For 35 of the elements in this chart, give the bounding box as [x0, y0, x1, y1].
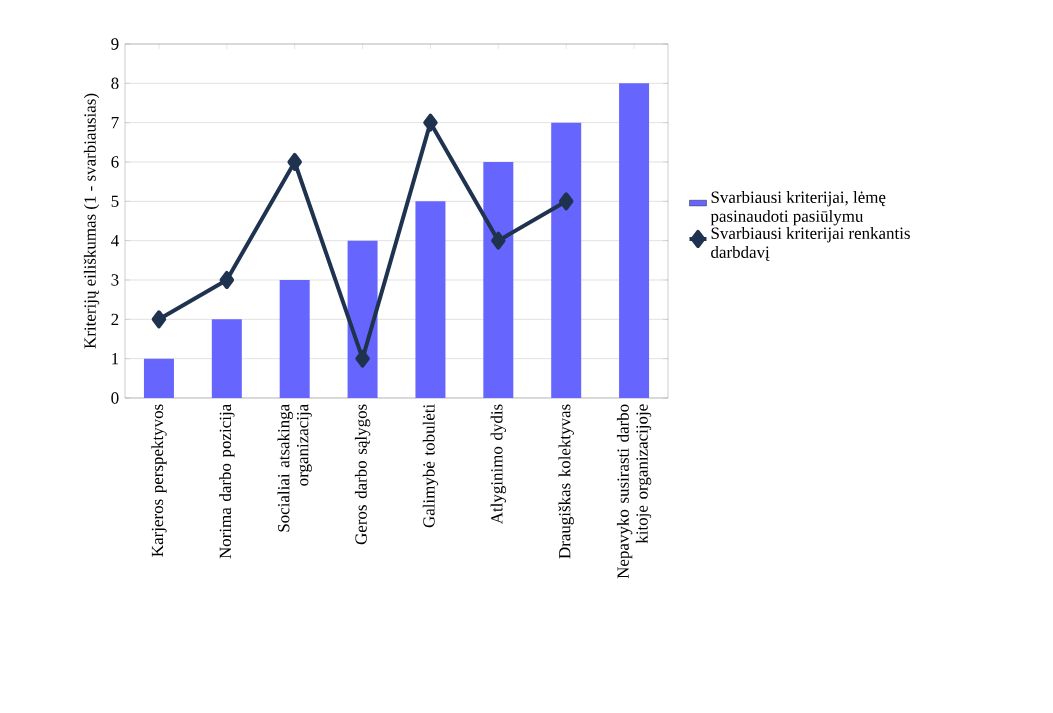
x-tick-label: Karjeros perspektyvos: [151, 404, 167, 557]
y-tick-label: 8: [111, 77, 119, 90]
bar: [143, 358, 174, 398]
legend-label: Svarbiausi kriterijai, lėmę pasinaudoti pasiūlymu: [710, 191, 886, 226]
y-tick-label: 4: [111, 235, 119, 247]
point: [558, 192, 574, 211]
y-tick-label: 6: [111, 156, 119, 168]
y-tick-label: 5: [111, 195, 119, 207]
bar: [551, 122, 582, 398]
y-axis-title: Kriterijų eiliškumas (1 - svarbiausias): [83, 93, 100, 349]
bar: [415, 201, 446, 398]
y-tick-label: 1: [112, 353, 119, 365]
bar: [619, 83, 650, 398]
point: [151, 310, 167, 329]
y-tick-label: 7: [111, 117, 119, 129]
point: [423, 113, 438, 132]
bar: [279, 279, 310, 398]
point: [491, 231, 506, 250]
x-tick-label: Geros darbo sąlygos: [354, 404, 371, 545]
bar: [483, 161, 514, 398]
x-tick-label: Atlyginimo dydis: [490, 404, 507, 525]
point: [287, 152, 302, 171]
y-tick-label: 0: [111, 392, 119, 404]
x-tick-label: Galimybė tobulėti: [422, 404, 439, 528]
x-tick-label: Nepavyko susirasti darbo kitoje organizacijoje: [616, 404, 652, 579]
y-tick-label: 3: [111, 274, 119, 286]
legend-label: Svarbiausi kriterijai renkantis darbdavį: [711, 227, 910, 262]
point: [355, 349, 370, 368]
x-tick-label: Norima darbo pozicija: [219, 404, 235, 559]
y-tick-label: 2: [111, 313, 119, 325]
x-tick-label: Socialiai atsakinga organizacija: [277, 404, 312, 532]
y-tick-label: 9: [111, 38, 119, 50]
bar: [211, 319, 242, 398]
x-tick-label: Draugiškas kolektyvas: [558, 404, 574, 559]
point: [219, 270, 235, 289]
